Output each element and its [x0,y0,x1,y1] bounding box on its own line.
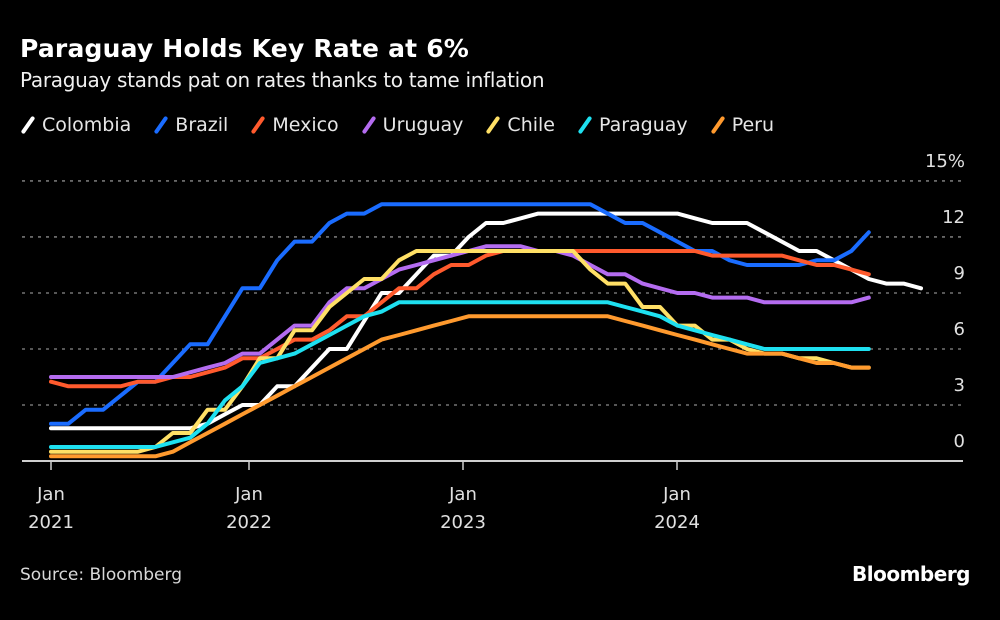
legend-label: Peru [731,114,775,136]
legend-item-chile: Chile [485,114,555,136]
legend-label: Uruguay [382,114,464,136]
x-tick-label-year: 2023 [440,512,486,533]
legend-item-brazil: Brazil [153,114,228,136]
series-line-paraguay [49,300,871,449]
x-tick-label-month: Jan [662,484,691,505]
bloomberg-logo: Bloomberg [852,562,970,586]
legend-item-peru: Peru [710,114,774,136]
legend-label: Brazil [175,114,229,136]
x-tick-label-month: Jan [448,484,477,505]
x-tick-label-month: Jan [234,484,263,505]
y-tick-label: 12 [942,207,965,228]
legend-item-uruguay: Uruguay [361,114,464,136]
legend-label: Paraguay [598,114,688,136]
legend: Colombia Brazil Mexico Uruguay Chile Paraguay… [20,114,796,136]
y-tick-label: 9 [954,263,965,284]
legend-item-colombia: Colombia [20,114,131,136]
legend-label: Chile [507,114,555,136]
y-tick-label: 6 [954,319,965,340]
series-line-uruguay [49,244,871,379]
legend-label: Mexico [272,114,339,136]
chart-title: Paraguay Holds Key Rate at 6% [20,34,470,63]
series-line-mexico [49,249,871,389]
y-tick-label: 3 [954,375,965,396]
y-tick-label: 15% [925,151,965,172]
series-lines [49,202,923,459]
chart-subtitle: Paraguay stands pat on rates thanks to t… [20,68,545,92]
x-tick-label-year: 2022 [226,512,272,533]
legend-item-mexico: Mexico [250,114,339,136]
source-note: Source: Bloomberg [20,565,182,585]
legend-label: Colombia [42,114,132,136]
x-tick-label-year: 2024 [654,512,700,533]
series-line-brazil [49,202,871,426]
x-axis: Jan 2021 Jan 2022 Jan 2023 Jan 2024 [22,460,963,533]
x-tick-label-month: Jan [36,484,65,505]
x-tick-label-year: 2021 [28,512,74,533]
legend-item-paraguay: Paraguay [577,114,688,136]
y-tick-label: 0 [954,431,965,452]
series-line-peru [49,314,871,459]
y-axis: 0 3 6 9 12 15% [925,151,965,452]
